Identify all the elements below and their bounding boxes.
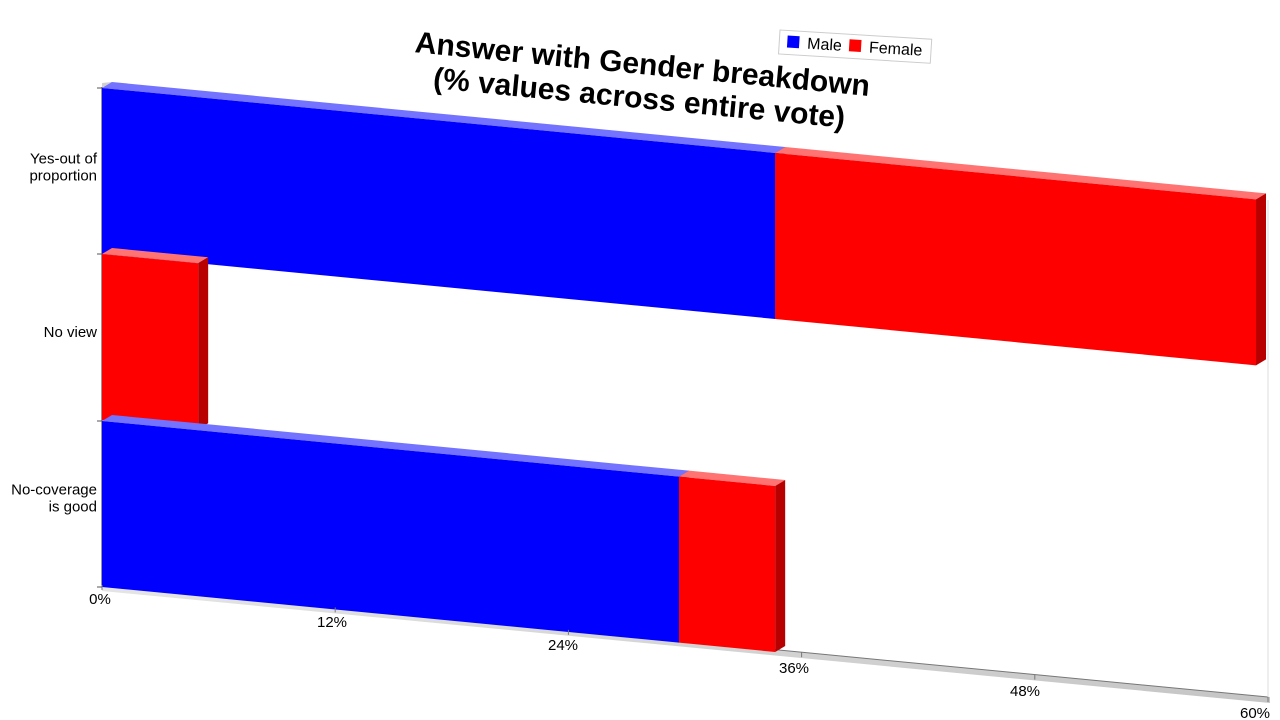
bar-front-face [679, 476, 776, 652]
bar-front-face [102, 254, 199, 430]
legend-swatch-female [848, 39, 862, 52]
x-axis-tick-label: 12% [317, 614, 347, 631]
category-label: is good [49, 499, 97, 516]
bar-front-face [775, 152, 1256, 366]
legend-swatch-male [786, 35, 800, 49]
x-axis-ticks: 0% 12% 24% 36% 48% 60% [89, 585, 1270, 720]
category-label: Yes-out of [30, 151, 98, 168]
legend-label-female: Female [869, 39, 923, 59]
bar-female-1 [102, 248, 209, 430]
x-axis-tick-label: 60% [1240, 705, 1270, 720]
bar-front-face [102, 88, 776, 319]
chart-title: Answer with Gender breakdown (% values a… [414, 26, 872, 134]
x-axis-tick-label: 24% [548, 637, 578, 654]
bar-front-face [102, 421, 679, 643]
bar-top-face [679, 470, 786, 486]
legend-label-male: Male [807, 36, 843, 55]
bar-top-face [102, 415, 689, 477]
bar-top-face [775, 146, 1266, 200]
x-axis-tick-label: 0% [89, 591, 111, 608]
legend: Male Female [778, 29, 933, 64]
bar-side-face [198, 257, 209, 430]
bars-layer [102, 82, 1266, 652]
x-axis-tick-label: 48% [1010, 683, 1040, 700]
bar-male-2 [102, 415, 689, 643]
bar-female-0 [775, 146, 1266, 366]
bar-side-face [1256, 193, 1266, 366]
x-axis-tick-label: 36% [779, 660, 809, 677]
bar-side-face [775, 479, 786, 652]
bar-top-face [102, 248, 209, 264]
category-label: proportion [29, 168, 97, 185]
category-label: No view [44, 324, 98, 341]
bar-female-2 [679, 470, 786, 652]
category-label: No-coverage [11, 482, 97, 499]
bar-top-face [102, 82, 786, 153]
